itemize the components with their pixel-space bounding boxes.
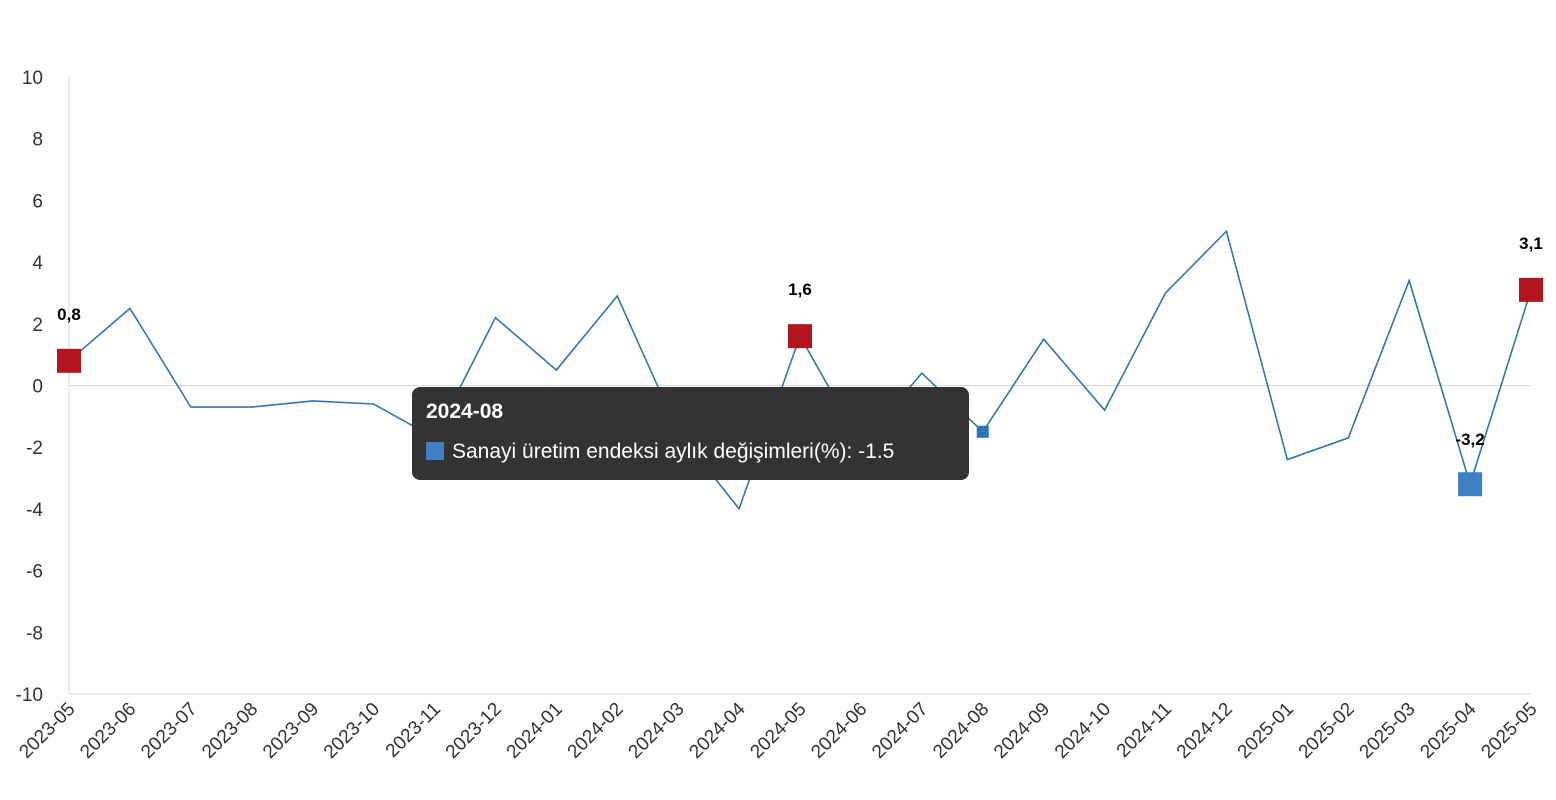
x-tick-label: 2023-06 <box>76 699 140 763</box>
y-tick-label: -8 <box>26 623 43 644</box>
x-tick-label: 2024-09 <box>990 699 1054 763</box>
x-tick-label: 2024-11 <box>1113 699 1176 762</box>
data-label: 0,8 <box>57 305 81 324</box>
data-labels: 0,8 1,6 -3,2 3,1 <box>57 234 1543 449</box>
x-tick-label: 2024-03 <box>625 699 689 763</box>
x-tick-label: 2025-04 <box>1416 698 1480 762</box>
tooltip-row: Sanayi üretim endeksi aylık değişimleri(… <box>426 439 955 465</box>
tooltip-text: Sanayi üretim endeksi aylık değişimleri(… <box>452 440 895 463</box>
y-tick-label: -10 <box>16 685 43 706</box>
x-tick-label: 2023-10 <box>320 699 384 763</box>
x-tick-label: 2024-05 <box>746 699 810 763</box>
x-tick-label: 2024-01 <box>503 699 567 763</box>
x-tick-label: 2024-04 <box>685 698 749 762</box>
x-tick-label: 2023-09 <box>259 699 323 763</box>
x-tick-label: 2023-08 <box>198 699 262 763</box>
x-tick-label: 2023-07 <box>137 699 201 763</box>
y-tick-label: -6 <box>26 562 43 583</box>
data-point-marker <box>788 324 812 349</box>
tooltip-series-swatch <box>426 442 444 460</box>
data-point-marker <box>57 348 81 373</box>
x-tick-label: 2025-01 <box>1234 699 1298 763</box>
x-tick-label: 2024-12 <box>1173 699 1237 763</box>
highlight-markers <box>57 277 1543 497</box>
x-tick-label: 2024-10 <box>1051 699 1115 763</box>
x-tick-label: 2025-05 <box>1477 699 1541 763</box>
x-tick-label: 2024-06 <box>807 699 871 763</box>
y-tick-label: -4 <box>26 500 43 521</box>
chart-tooltip: 2024-08 Sanayi üretim endeksi aylık deği… <box>412 387 969 480</box>
hovered-point-marker <box>976 425 989 438</box>
y-tick-label: 8 <box>32 130 43 151</box>
data-label: 1,6 <box>788 280 812 299</box>
x-tick-label: 2024-07 <box>868 699 932 763</box>
y-tick-label: 4 <box>32 253 43 274</box>
y-tick-label: 10 <box>22 68 43 89</box>
x-tick-label: 2023-12 <box>442 699 506 763</box>
axes <box>68 77 1531 695</box>
x-tick-label: 2023-11 <box>382 699 445 762</box>
y-tick-label: 6 <box>32 191 43 212</box>
x-tick-label: 2024-08 <box>929 699 993 763</box>
y-tick-label: -2 <box>26 438 43 459</box>
x-tick-label: 2025-02 <box>1295 699 1359 763</box>
x-tick-label: 2024-02 <box>564 699 628 763</box>
data-point-marker <box>1519 277 1543 302</box>
tooltip-title: 2024-08 <box>426 400 504 423</box>
y-tick-label: 2 <box>32 315 43 336</box>
x-axis-ticks: 2023-052023-062023-072023-082023-092023-… <box>15 698 1541 762</box>
data-label: -3,2 <box>1455 430 1484 449</box>
x-tick-label: 2023-05 <box>15 699 79 763</box>
y-axis-ticks: 10 8 6 4 2 0 -2 -4 -6 -8 -10 <box>16 68 44 706</box>
x-tick-label: 2025-03 <box>1356 699 1420 763</box>
data-label: 3,1 <box>1519 234 1543 253</box>
y-tick-label: 0 <box>32 377 43 398</box>
data-point-marker <box>1458 472 1483 497</box>
